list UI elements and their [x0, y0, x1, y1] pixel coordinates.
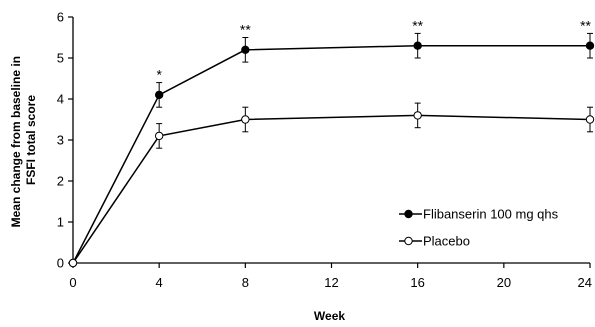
series-placebo [68, 102, 595, 268]
series-layer [68, 32, 595, 268]
data-point [241, 115, 250, 124]
x-axis-title: Week [314, 309, 345, 323]
x-tick-label: 0 [69, 275, 76, 290]
significance-marker: * [156, 67, 162, 83]
chart-axes [72, 17, 590, 264]
x-tick-label: 12 [324, 275, 338, 290]
legend-label: Flibanserin 100 mg qhs [423, 207, 559, 222]
series-line [72, 44, 590, 264]
x-axis-ticks: 0 4 8 12 16 20 24 [69, 263, 592, 290]
y-tick-label: 3 [57, 133, 64, 148]
x-tick-label: 24 [578, 275, 592, 290]
y-tick-label: 2 [57, 174, 64, 189]
y-tick-label: 6 [57, 10, 64, 25]
y-axis-title-line-1: Mean change from baseline in [9, 56, 23, 227]
data-point [154, 90, 164, 100]
y-tick-label: 5 [57, 51, 64, 66]
y-axis-title-line-2: FSFI total score [24, 95, 38, 185]
legend-item: Placebo [399, 234, 470, 249]
legend-label: Placebo [423, 234, 470, 249]
data-point [585, 115, 595, 124]
x-tick-label: 4 [156, 275, 163, 290]
data-point [413, 41, 422, 50]
x-tick-label: 8 [242, 275, 249, 290]
legend-marker [404, 236, 413, 246]
data-point [241, 45, 250, 54]
significance-annotations: *** ** ** [156, 17, 591, 82]
y-tick-label: 1 [57, 215, 64, 230]
chart-legend: Flibanserin 100 mg qhs Placebo [399, 207, 559, 249]
data-point [68, 258, 78, 268]
y-tick-label: 4 [57, 92, 64, 107]
legend-item: Flibanserin 100 mg qhs [399, 207, 559, 222]
x-tick-label: 20 [497, 275, 511, 290]
data-point [154, 131, 164, 141]
y-axis-title: Mean change from baseline in FSFI total … [9, 53, 38, 228]
y-tick-label: 0 [57, 256, 64, 271]
significance-marker: ** [240, 22, 251, 38]
data-point [585, 41, 595, 50]
y-axis-ticks: 0 1 2 3 4 5 6 [57, 10, 73, 271]
legend-marker [404, 209, 413, 219]
series-line [72, 114, 591, 264]
data-point [413, 111, 422, 120]
series-flibanserin [68, 32, 595, 268]
x-tick-label: 16 [410, 275, 424, 290]
significance-marker: ** [580, 17, 591, 33]
significance-marker: ** [412, 17, 423, 33]
